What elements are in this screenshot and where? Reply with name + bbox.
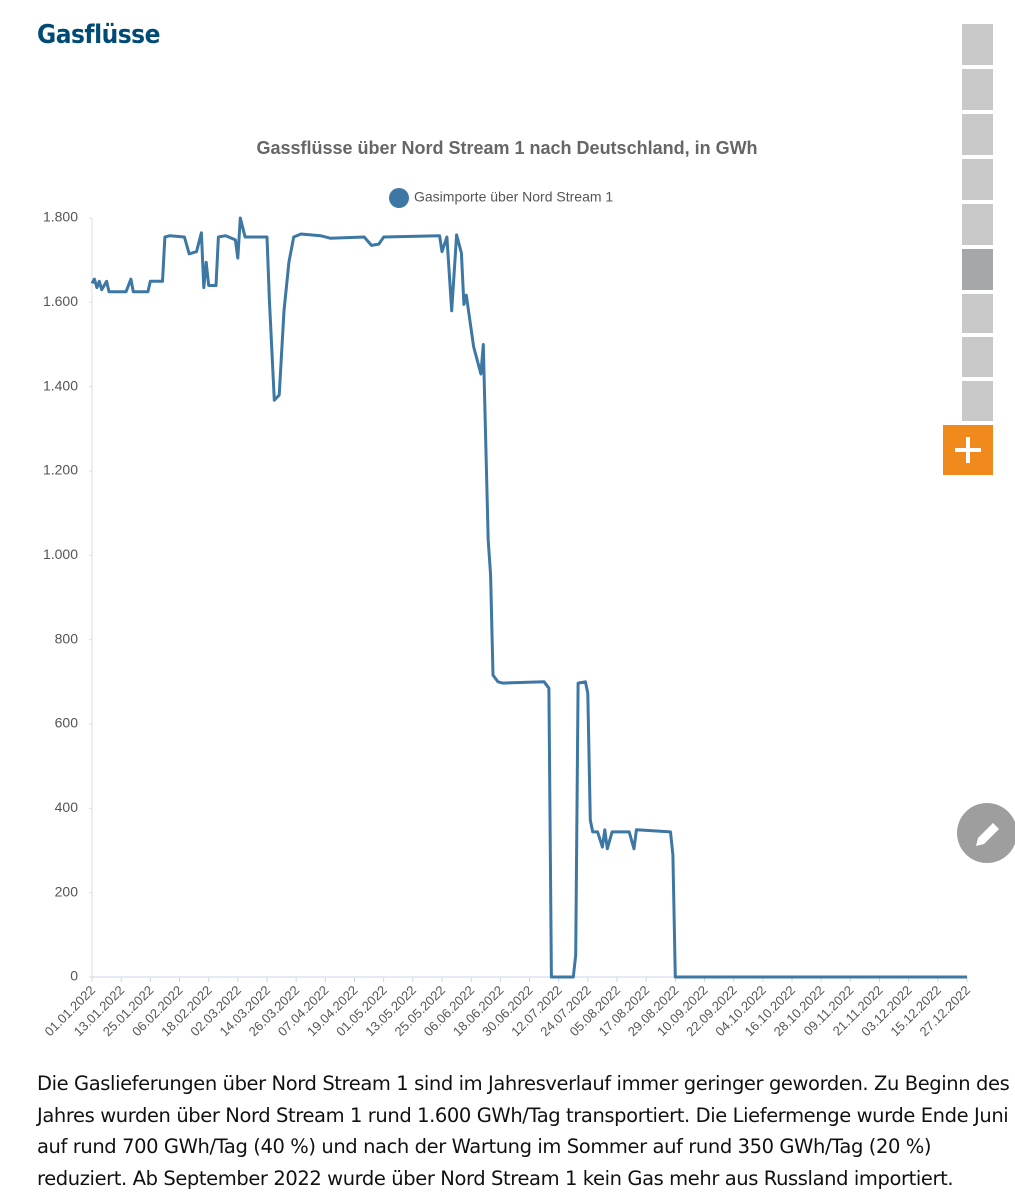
side-tab[interactable] (962, 249, 993, 290)
y-tick-label: 200 (55, 883, 79, 899)
sidebar (943, 24, 1015, 863)
description: Die Gaslieferungen über Nord Stream 1 si… (37, 1068, 1010, 1194)
y-tick-label: 1.800 (43, 209, 78, 225)
text-line: Die Gaslieferungen über Nord Stream 1 si… (37, 1072, 1010, 1095)
side-tab[interactable] (962, 114, 993, 155)
y-tick-label: 1.600 (43, 293, 78, 309)
side-tab[interactable] (962, 294, 993, 333)
chart: Gassflüsse über Nord Stream 1 nach Deuts… (41, 24, 1015, 1039)
y-tick-label: 0 (70, 968, 78, 984)
legend-label[interactable]: Gasimporte über Nord Stream 1 (414, 189, 613, 205)
side-tab[interactable] (962, 337, 993, 377)
y-tick-label: 1.000 (43, 546, 78, 562)
chart-title: Gassflüsse über Nord Stream 1 nach Deuts… (256, 138, 757, 158)
side-tab[interactable] (962, 24, 993, 65)
y-tick-label: 600 (55, 715, 79, 731)
side-tab[interactable] (962, 381, 993, 421)
y-tick-label: 800 (55, 630, 79, 646)
y-tick-label: 1.400 (43, 377, 78, 393)
side-tab[interactable] (962, 69, 993, 110)
y-tick-label: 1.200 (43, 462, 78, 478)
legend-marker[interactable] (389, 188, 409, 208)
side-tab[interactable] (962, 204, 993, 245)
y-tick-label: 400 (55, 799, 79, 815)
page-title: Gasflüsse (37, 20, 160, 50)
text-line: Jahres wurden über Nord Stream 1 rund 1.… (37, 1103, 1009, 1127)
side-tab[interactable] (962, 159, 993, 200)
text-line: auf rund 700 GWh/Tag (40 %) und nach der… (37, 1135, 932, 1158)
edit-button[interactable] (957, 803, 1015, 863)
text-line: reduziert. Ab September 2022 wurde über … (37, 1166, 954, 1190)
plus-button[interactable] (943, 425, 993, 475)
line-series (90, 216, 967, 979)
